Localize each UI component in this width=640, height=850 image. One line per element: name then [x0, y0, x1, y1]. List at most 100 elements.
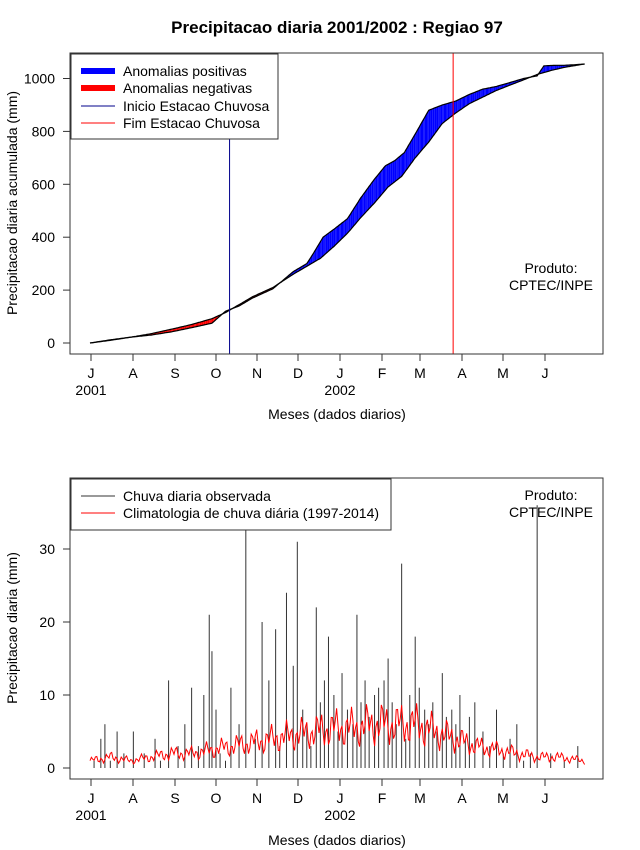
- positive-anomaly-band: [374, 177, 376, 203]
- positive-anomaly-band: [401, 153, 403, 177]
- x-tick-label: A: [457, 790, 467, 806]
- x-tick-label: J: [542, 790, 549, 806]
- year-label: 2001: [75, 382, 106, 398]
- x-tick-label: J: [88, 365, 95, 381]
- positive-anomaly-band: [325, 234, 328, 254]
- negative-anomaly-band: [195, 322, 197, 327]
- positive-anomaly-band: [407, 145, 409, 169]
- annotation-cptec-2: CPTEC/INPE: [509, 504, 593, 520]
- positive-anomaly-band: [329, 231, 332, 250]
- x-tick-label: A: [128, 365, 138, 381]
- x-tick-label: A: [457, 365, 467, 381]
- positive-anomaly-band: [378, 172, 380, 199]
- y-tick-label: 800: [32, 123, 56, 139]
- positive-anomaly-band: [431, 108, 433, 139]
- positive-anomaly-band: [426, 112, 428, 146]
- negative-anomaly-band: [188, 324, 191, 329]
- positive-anomaly-band: [356, 201, 359, 223]
- positive-anomaly-band: [493, 86, 496, 92]
- positive-anomaly-band: [352, 208, 355, 227]
- positive-anomaly-band: [420, 122, 422, 152]
- annotation-produto: Produto:: [525, 260, 578, 276]
- positive-anomaly-band: [355, 203, 357, 224]
- legend-label-positive: Anomalias positivas: [123, 63, 247, 79]
- positive-anomaly-band: [367, 186, 370, 211]
- positive-anomaly-band: [389, 162, 391, 186]
- positive-anomaly-band: [375, 175, 378, 202]
- climatology-accumulated-line: [89, 63, 585, 344]
- positive-anomaly-band: [342, 221, 344, 239]
- y-axis: 0 200 400 600 800 1000: [24, 71, 71, 351]
- negative-anomaly-band: [205, 320, 207, 325]
- positive-anomaly-band: [409, 141, 412, 166]
- legend: Anomalias positivas Anomalias negativas …: [70, 53, 279, 140]
- positive-anomaly-band: [455, 100, 458, 113]
- positive-anomaly-band: [461, 97, 463, 110]
- positive-anomaly-band: [436, 106, 439, 131]
- positive-anomaly-band: [430, 109, 432, 141]
- positive-anomaly-band: [405, 147, 408, 171]
- positive-anomaly-band: [446, 103, 448, 121]
- cumulative-precip-panel: Precipitacao diaria 2001/2002 : Regiao 9…: [4, 18, 604, 422]
- y-tick-label: 0: [47, 335, 55, 351]
- positive-anomaly-band: [344, 219, 347, 236]
- year-label: 2002: [324, 382, 355, 398]
- positive-anomaly-band: [346, 218, 348, 235]
- negative-anomaly-band: [209, 319, 211, 324]
- positive-anomaly-band: [481, 89, 483, 98]
- positive-anomaly-band: [442, 104, 444, 124]
- y-tick-label: 10: [39, 687, 55, 703]
- positive-anomaly-band: [359, 197, 361, 219]
- positive-anomaly-band: [321, 237, 324, 258]
- positive-anomaly-band: [403, 152, 405, 175]
- positive-anomaly-band: [362, 193, 364, 216]
- positive-anomaly-band: [382, 167, 384, 194]
- legend-label-start: Inicio Estacao Chuvosa: [123, 98, 270, 114]
- year-label: 2002: [324, 807, 355, 823]
- observed-accumulated-line: [89, 63, 585, 344]
- positive-anomaly-band: [415, 131, 417, 158]
- positive-anomaly-band: [554, 65, 557, 70]
- positive-anomaly-band: [457, 99, 459, 112]
- positive-anomaly-band: [381, 169, 383, 195]
- positive-anomaly-band: [393, 160, 395, 183]
- accumulated-lines-layer: [89, 63, 585, 344]
- positive-anomaly-band: [343, 220, 345, 238]
- positive-anomaly-band: [412, 136, 414, 162]
- x-tick-label: F: [378, 790, 387, 806]
- positive-anomaly-band: [331, 230, 333, 249]
- negative-anomaly-band: [202, 321, 204, 326]
- positive-anomaly-band: [488, 87, 490, 95]
- positive-anomaly-band: [373, 179, 375, 205]
- positive-anomaly-band: [400, 154, 402, 178]
- x-tick-label: J: [88, 790, 95, 806]
- x-axis-label-2: Meses (dados diarios): [268, 832, 406, 848]
- positive-anomaly-band: [358, 199, 360, 221]
- x-tick-label: M: [497, 790, 509, 806]
- negative-anomaly-band: [203, 320, 206, 325]
- positive-anomaly-band: [363, 192, 366, 215]
- positive-anomaly-band: [340, 222, 342, 240]
- x-tick-label: S: [170, 365, 179, 381]
- positive-anomaly-band: [466, 95, 468, 106]
- positive-anomaly-band: [392, 161, 394, 184]
- positive-anomaly-band: [439, 105, 441, 128]
- positive-anomaly-band: [556, 65, 558, 70]
- legend-label-negative: Anomalias negativas: [123, 80, 252, 96]
- annotation-cptec: CPTEC/INPE: [509, 277, 593, 293]
- y-axis-label: Precipitacao diaria acumulada (mm): [4, 91, 20, 315]
- positive-anomaly-band: [413, 134, 416, 160]
- positive-anomaly-band: [396, 158, 398, 181]
- positive-anomaly-band: [361, 195, 363, 218]
- positive-anomaly-band: [492, 87, 494, 93]
- positive-anomaly-band: [338, 225, 340, 243]
- positive-anomaly-band: [404, 150, 406, 173]
- positive-anomaly-band: [473, 92, 475, 102]
- y-tick-label: 0: [47, 760, 55, 776]
- positive-anomaly-band: [477, 90, 479, 100]
- positive-anomaly-band: [438, 106, 440, 129]
- positive-anomaly-band: [422, 119, 424, 150]
- positive-anomaly-band: [423, 117, 425, 149]
